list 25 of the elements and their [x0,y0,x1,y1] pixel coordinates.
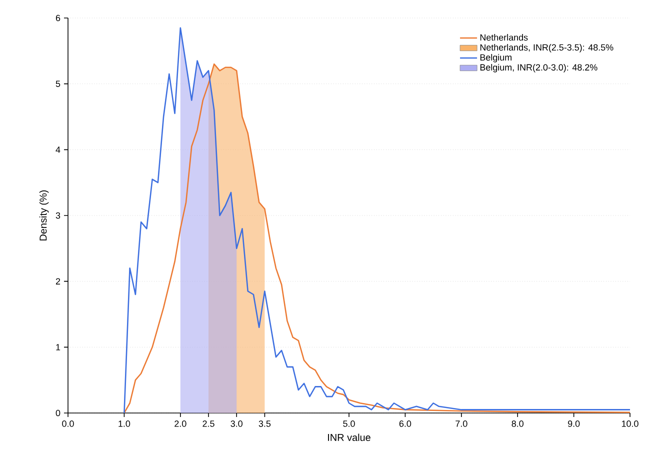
x-tick-label: 0.0 [62,420,74,427]
y-tick-label: 5 [56,80,60,87]
x-tick-label: 5.0 [343,420,355,427]
legend-label: Belgium [480,54,512,62]
y-tick-label: 0 [56,410,60,416]
legend-label: Netherlands [480,34,528,41]
x-tick-label: 10.0 [622,420,638,427]
y-tick-label: 3 [56,212,60,219]
y-axis-title: Density (%) [39,190,49,240]
x-tick-label: 2.5 [202,420,214,427]
y-tick-label: 2 [56,278,60,284]
x-tick-label: 2.0 [174,420,186,427]
x-tick-label: 6.0 [399,420,412,427]
legend-label: Netherlands, INR(2.5-3.5): 48.5% [480,44,614,52]
y-tick-label: 6 [56,14,60,22]
x-tick-label: 9.0 [568,420,580,427]
x-tick-label: 7.0 [456,420,468,427]
y-tick-label: 1 [56,344,60,350]
x-tick-label: 8.0 [512,420,524,427]
x-tick-label: 3.5 [258,420,271,427]
x-tick-label: 3.0 [230,420,242,427]
y-tick-label: 4 [56,146,60,153]
legend-label: Belgium, INR(2.0-3.0): 48.2% [480,64,598,72]
x-axis-title: INR value [328,434,370,442]
x-tick-label: 1.0 [118,420,130,427]
